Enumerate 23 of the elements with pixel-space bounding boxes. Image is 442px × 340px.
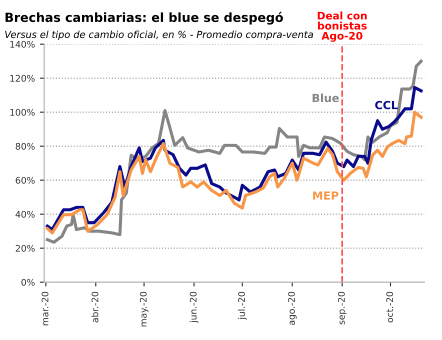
- y-tick-label: 140%: [10, 40, 35, 48]
- y-tick-label: 0%: [21, 278, 35, 286]
- series-label: CCL: [375, 100, 398, 110]
- y-tick-label: 60%: [16, 176, 35, 184]
- x-tick-label: may.-20: [140, 292, 148, 326]
- x-tick-label: sep.-20: [338, 292, 347, 324]
- x-tick-label: mar.-20: [42, 292, 48, 326]
- ref-line-label: Deal con bonistas Ago-20: [318, 11, 367, 42]
- line-series: [46, 110, 423, 234]
- text: Blue: [312, 94, 339, 102]
- y-tick-label: 120%: [10, 74, 35, 82]
- x-tick-label: ago.-20: [288, 292, 297, 325]
- y-tick-label: 20%: [16, 244, 35, 252]
- x-tick-label: jun.-20: [190, 292, 198, 323]
- y-tick-label: 80%: [16, 142, 35, 150]
- x-tick-label: jul.-20: [238, 292, 247, 320]
- y-tick-label: 100%: [10, 108, 35, 116]
- x-tick-label: abr.-20: [91, 292, 98, 322]
- series-label: MEP: [313, 191, 338, 200]
- y-tick-label: 40%: [16, 210, 35, 218]
- chart-subtitle: Versus el tipo de cambio oficial, en % - Promedio compra-venta: [5, 30, 313, 40]
- chart-title: Brechas cambiarias: el blue se despegó: [6, 12, 283, 25]
- x-tick-label: oct.-20: [386, 292, 394, 322]
